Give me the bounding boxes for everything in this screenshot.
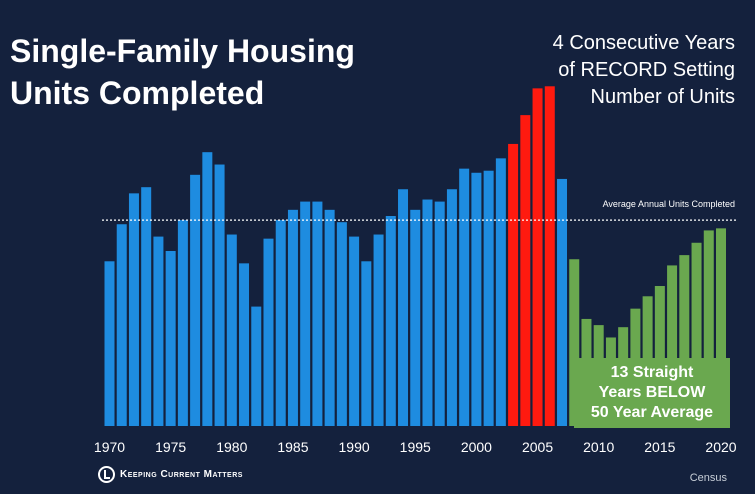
- bar-1992: [373, 234, 384, 426]
- callout-line-3: Number of Units: [590, 86, 736, 108]
- bar-1983: [263, 238, 274, 426]
- bar-2000: [471, 172, 482, 426]
- bar-1970: [104, 261, 115, 426]
- callout-line-2: of RECORD Setting: [558, 59, 735, 81]
- bar-2017: [679, 255, 690, 426]
- bar-1974: [153, 236, 164, 426]
- bar-1991: [361, 261, 372, 426]
- x-tick-label-2020: 2020: [705, 439, 736, 455]
- x-axis-ticks: 1970 1975 1980 1985 1990 1995 2000 2005 2010 2015…: [94, 439, 737, 455]
- bar-1996: [422, 199, 433, 426]
- bar-2005: [532, 88, 543, 426]
- bar-2007: [557, 178, 568, 426]
- below-average-box: 13 Straight Years BELOW 50 Year Average: [574, 358, 730, 428]
- bar-1998: [446, 189, 457, 426]
- x-tick-label-2015: 2015: [644, 439, 675, 455]
- x-tick-label-2000: 2000: [461, 439, 492, 455]
- bar-2001: [483, 170, 494, 426]
- x-tick-label-2010: 2010: [583, 439, 614, 455]
- bar-2018: [691, 242, 702, 426]
- x-tick-label-1980: 1980: [216, 439, 247, 455]
- bar-1999: [459, 168, 470, 426]
- bar-1976: [177, 220, 188, 426]
- bar-1973: [141, 187, 152, 426]
- bar-2002: [495, 158, 506, 426]
- bar-1988: [324, 209, 335, 426]
- bar-1971: [116, 224, 127, 426]
- check-circle-icon: [98, 466, 115, 483]
- x-tick-label-2005: 2005: [522, 439, 553, 455]
- bar-1986: [300, 201, 311, 426]
- bar-1977: [190, 174, 201, 426]
- x-tick-label-1995: 1995: [400, 439, 431, 455]
- bar-1972: [128, 193, 139, 426]
- average-label: Average Annual Units Completed: [603, 199, 735, 209]
- bar-1995: [410, 209, 421, 426]
- bar-1990: [349, 236, 360, 426]
- bar-1979: [214, 164, 225, 426]
- bar-1981: [239, 263, 250, 426]
- bar-1982: [251, 306, 262, 426]
- title-line-2: Units Completed: [10, 75, 265, 111]
- bar-2006: [544, 86, 555, 426]
- bar-1985: [287, 209, 298, 426]
- x-tick-label-1970: 1970: [94, 439, 125, 455]
- bar-1978: [202, 152, 213, 426]
- x-tick-label-1975: 1975: [155, 439, 186, 455]
- bar-2020: [716, 228, 726, 426]
- x-tick-label-1990: 1990: [339, 439, 370, 455]
- bar-2004: [520, 115, 531, 427]
- below-box-line-1: 13 Straight: [610, 364, 694, 381]
- bar-1989: [336, 222, 347, 426]
- source-label: Census: [689, 472, 727, 484]
- bar-2015: [654, 286, 665, 426]
- callout-line-1: 4 Consecutive Years: [552, 32, 735, 54]
- bar-1980: [226, 234, 237, 426]
- title-line-1: Single-Family Housing: [10, 33, 355, 69]
- bar-2019: [703, 230, 714, 426]
- bar-1993: [385, 216, 396, 426]
- kcm-logo: Keeping Current Matters: [98, 466, 243, 483]
- bar-2008: [569, 259, 580, 426]
- bar-2016: [667, 265, 678, 426]
- bar-1975: [165, 251, 176, 426]
- below-box-line-3: 50 Year Average: [590, 404, 714, 421]
- record-callout: 4 Consecutive Years of RECORD Setting Nu…: [495, 30, 735, 111]
- chart-title: Single-Family Housing Units Completed: [10, 30, 355, 114]
- bar-2003: [508, 143, 519, 426]
- below-box-line-2: Years BELOW: [598, 384, 706, 401]
- x-tick-label-1985: 1985: [277, 439, 308, 455]
- bar-1997: [434, 201, 445, 426]
- logo-text: Keeping Current Matters: [120, 469, 243, 480]
- bar-1984: [275, 220, 286, 426]
- bar-1987: [312, 201, 323, 426]
- bar-1994: [398, 189, 409, 426]
